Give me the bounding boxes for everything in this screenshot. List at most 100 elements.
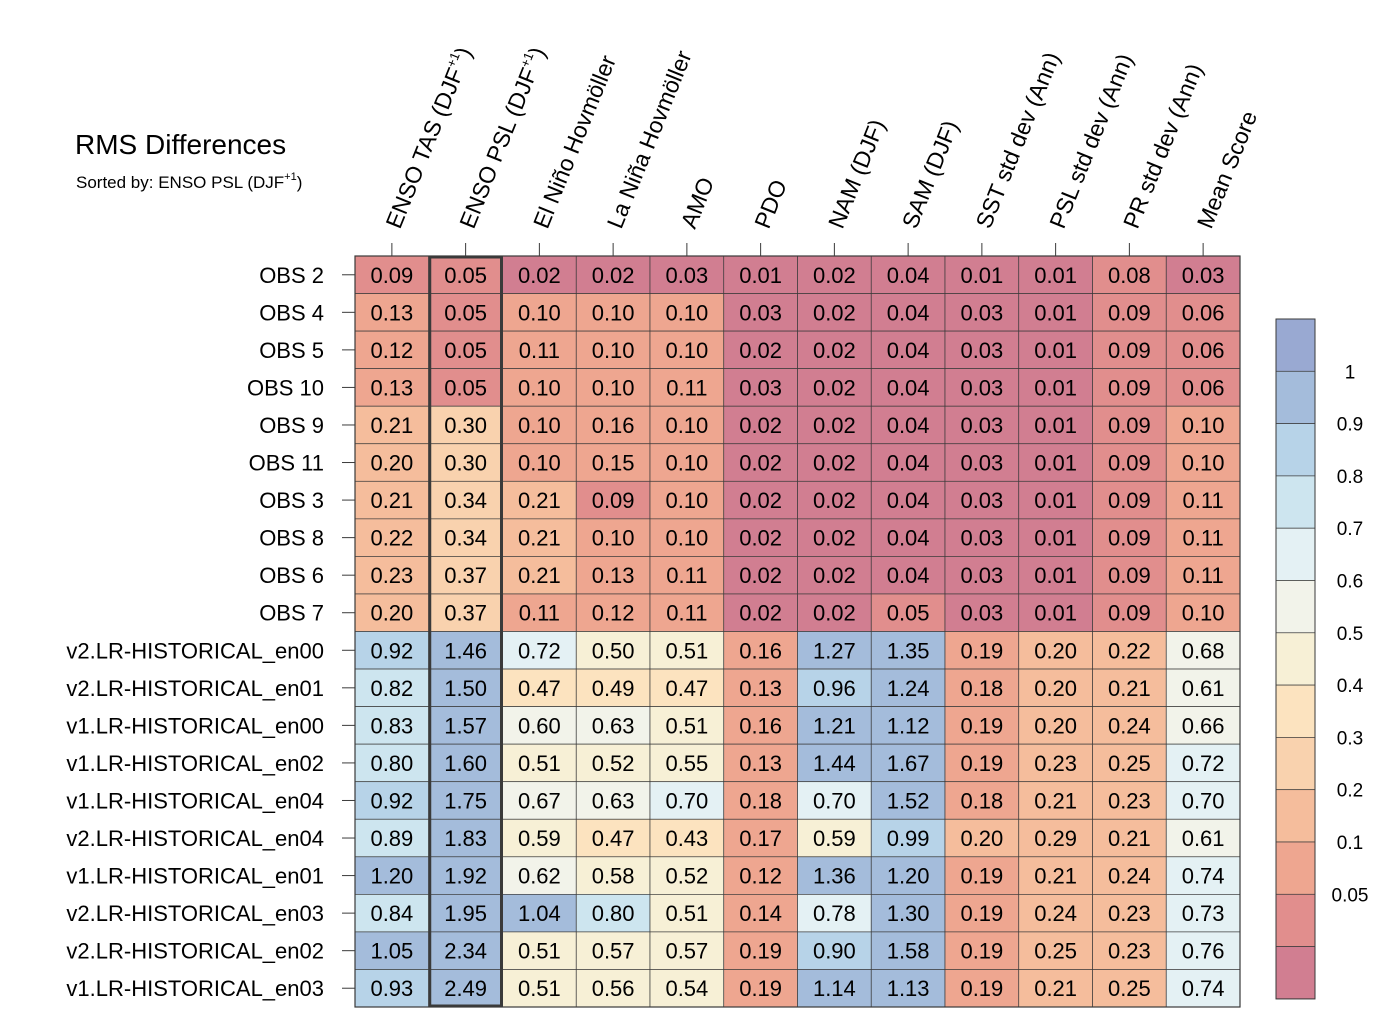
cell-value-label: 0.21 <box>518 488 561 513</box>
heatmap-cell <box>428 893 503 933</box>
row-label: OBS 8 <box>259 526 324 551</box>
cell-value-label: 0.37 <box>444 601 487 626</box>
heatmap-cell <box>1018 443 1093 482</box>
heatmap-cell <box>502 368 577 407</box>
subtitle-prefix: Sorted by: ENSO PSL (DJF <box>76 173 284 192</box>
heatmap-cell <box>870 556 946 595</box>
heatmap-cell <box>354 405 430 445</box>
heatmap-cell <box>1165 706 1241 745</box>
heatmap-cell <box>649 856 725 895</box>
heatmap-cell <box>649 931 725 970</box>
cell-value-label: 0.25 <box>1108 976 1151 1001</box>
heatmap-cell <box>797 631 872 670</box>
cell-value-label: 1.30 <box>887 901 930 926</box>
heatmap-cell <box>1092 330 1167 370</box>
row-label: OBS 4 <box>259 300 324 325</box>
cell-value-label: 0.24 <box>1108 713 1151 738</box>
cell-value-label: 0.23 <box>1034 751 1077 776</box>
heatmap-cell <box>575 443 651 482</box>
heatmap-cell <box>1018 706 1093 745</box>
heatmap-cell <box>575 743 651 783</box>
heatmap-cell <box>575 330 651 370</box>
cell-value-label: 0.59 <box>518 826 561 851</box>
cell-value-label: 0.10 <box>665 451 708 476</box>
cell-value-label: 0.03 <box>960 413 1003 438</box>
cell-value-label: 0.11 <box>666 601 707 626</box>
cell-value-label: 0.09 <box>370 263 413 288</box>
cell-value-label: 0.21 <box>1034 864 1077 889</box>
heatmap-cell <box>797 293 872 332</box>
heatmap-cell <box>354 480 430 520</box>
heatmap-cell <box>870 743 946 783</box>
cell-value-label: 0.12 <box>592 601 635 626</box>
cell-value-label: 0.23 <box>1108 901 1151 926</box>
cell-value-label: 0.02 <box>813 263 856 288</box>
cell-value-label: 0.06 <box>1182 375 1225 400</box>
heatmap-cell <box>797 518 872 557</box>
heatmap-cell <box>723 743 798 783</box>
heatmap-cell <box>870 518 946 557</box>
cell-value-label: 0.13 <box>592 563 635 588</box>
heatmap-cell <box>723 893 798 933</box>
cell-value-label: 0.06 <box>1182 338 1225 363</box>
cell-value-label: 0.01 <box>1034 263 1077 288</box>
cell-value-label: 0.21 <box>1108 676 1151 701</box>
cell-value-label: 0.02 <box>813 300 856 325</box>
cell-value-label: 0.21 <box>1034 788 1077 813</box>
cell-value-label: 0.11 <box>666 563 707 588</box>
heatmap-cell <box>870 631 946 670</box>
heatmap-cell <box>1092 518 1167 557</box>
cell-value-label: 0.52 <box>592 751 635 776</box>
heatmap-cell <box>797 593 872 632</box>
cell-value-label: 0.13 <box>739 751 782 776</box>
heatmap-cell <box>428 856 503 895</box>
heatmap-cell <box>649 330 725 370</box>
cell-value-label: 0.34 <box>444 488 487 513</box>
colorbar-label: 0.9 <box>1337 415 1363 436</box>
heatmap-cell <box>1018 856 1093 895</box>
heatmap-cell <box>502 480 577 520</box>
cell-value-label: 0.74 <box>1182 976 1225 1001</box>
colorbar-swatch <box>1275 946 1316 1000</box>
cell-value-label: 0.19 <box>960 901 1003 926</box>
cell-value-label: 0.03 <box>739 300 782 325</box>
cell-value-label: 0.61 <box>1182 676 1225 701</box>
cell-value-label: 0.34 <box>444 526 487 551</box>
row-label: v1.LR-HISTORICAL_en02 <box>66 751 324 776</box>
row-label: v1.LR-HISTORICAL_en03 <box>66 976 324 1001</box>
heatmap-cell <box>1018 631 1093 670</box>
heatmap-cell <box>1018 293 1093 332</box>
cell-value-label: 0.16 <box>739 638 782 663</box>
cell-value-label: 0.74 <box>1182 864 1225 889</box>
cell-value-label: 0.82 <box>370 676 413 701</box>
subtitle-superscript: +1 <box>284 171 297 183</box>
column-label: PDO <box>749 176 792 232</box>
heatmap-cell <box>575 255 651 294</box>
cell-value-label: 0.03 <box>960 375 1003 400</box>
cell-value-label: 0.02 <box>739 601 782 626</box>
cell-value-label: 1.20 <box>887 864 930 889</box>
cell-value-label: 0.21 <box>1108 826 1151 851</box>
cell-value-label: 0.47 <box>592 826 635 851</box>
cell-value-label: 0.20 <box>370 601 413 626</box>
cell-value-label: 0.02 <box>813 488 856 513</box>
heatmap-cell <box>1092 818 1167 858</box>
heatmap-cell <box>797 668 872 707</box>
cell-value-label: 0.10 <box>665 338 708 363</box>
cell-value-label: 0.62 <box>518 864 561 889</box>
row-label: OBS 10 <box>247 375 324 400</box>
cell-value-label: 1.92 <box>444 864 487 889</box>
cell-value-label: 0.18 <box>960 676 1003 701</box>
heatmap-cell <box>797 405 872 445</box>
heatmap-cell <box>649 743 725 783</box>
column-label-text: Mean Score <box>1192 107 1263 232</box>
heatmap-cell <box>723 781 798 820</box>
cell-value-label: 1.05 <box>370 939 413 964</box>
cell-value-label: 0.25 <box>1108 751 1151 776</box>
cell-value-label: 0.68 <box>1182 638 1225 663</box>
row-label: v1.LR-HISTORICAL_en04 <box>66 788 324 813</box>
heatmap-cell <box>1092 593 1167 632</box>
column-label-text: AMO <box>675 174 719 232</box>
cell-value-label: 0.37 <box>444 563 487 588</box>
cell-value-label: 1.60 <box>444 751 487 776</box>
